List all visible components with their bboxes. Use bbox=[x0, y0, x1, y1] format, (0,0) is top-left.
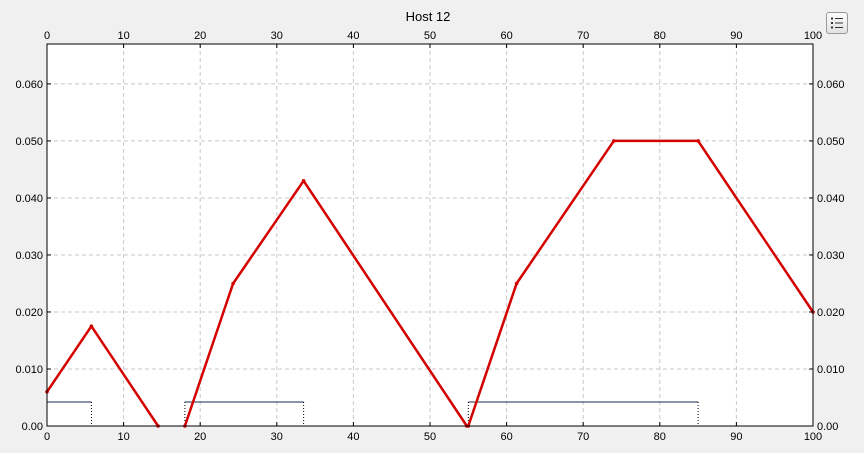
y-tick-label-left: 0.060 bbox=[15, 79, 43, 91]
x-tick-label-top: 10 bbox=[117, 30, 129, 42]
x-tick-label-top: 30 bbox=[271, 30, 283, 42]
x-tick-label-bottom: 40 bbox=[347, 431, 359, 443]
y-tick-label-left: 0.030 bbox=[15, 250, 43, 262]
x-tick-label-top: 80 bbox=[654, 30, 666, 42]
legend-toggle-button[interactable] bbox=[826, 12, 848, 34]
data-series bbox=[45, 139, 815, 428]
x-tick-label-bottom: 70 bbox=[577, 431, 589, 443]
y-tick-label-left: 0.040 bbox=[15, 193, 43, 205]
x-tick-label-bottom: 0 bbox=[44, 431, 50, 443]
x-tick-label-bottom: 30 bbox=[271, 431, 283, 443]
chart-title: Host 12 bbox=[406, 9, 451, 24]
x-tick-label-bottom: 80 bbox=[654, 431, 666, 443]
y-tick-label-left: 0.00 bbox=[22, 421, 43, 433]
data-point bbox=[612, 139, 616, 143]
grid-lines bbox=[47, 44, 813, 426]
x-tick-label-top: 50 bbox=[424, 30, 436, 42]
x-tick-label-bottom: 90 bbox=[730, 431, 742, 443]
x-tick-label-top: 0 bbox=[44, 30, 50, 42]
y-tick-label-right: 0.030 bbox=[817, 250, 845, 262]
x-tick-label-bottom: 10 bbox=[117, 431, 129, 443]
legend-list-icon bbox=[831, 17, 843, 29]
x-tick-label-top: 90 bbox=[730, 30, 742, 42]
y-tick-label-left: 0.020 bbox=[15, 307, 43, 319]
y-tick-label-right: 0.050 bbox=[817, 136, 845, 148]
x-tick-label-top: 20 bbox=[194, 30, 206, 42]
data-point bbox=[696, 139, 700, 143]
y-tick-label-right: 0.060 bbox=[817, 79, 845, 91]
y-tick-label-right: 0.010 bbox=[817, 364, 845, 376]
x-tick-label-bottom: 100 bbox=[804, 431, 822, 443]
y-tick-label-right: 0.00 bbox=[817, 421, 838, 433]
y-tick-label-right: 0.040 bbox=[817, 193, 845, 205]
y-tick-label-left: 0.010 bbox=[15, 364, 43, 376]
x-tick-label-top: 100 bbox=[804, 30, 822, 42]
x-tick-label-top: 40 bbox=[347, 30, 359, 42]
axis-ticks: 0 0 10 10 20 20 30 30 40 40 50 50 60 60 70 70 80 80 90 90 10… bbox=[15, 30, 844, 443]
x-tick-label-bottom: 60 bbox=[500, 431, 512, 443]
series-line bbox=[183, 179, 468, 427]
data-point bbox=[301, 179, 306, 183]
x-tick-label-bottom: 50 bbox=[424, 431, 436, 443]
y-tick-label-left: 0.050 bbox=[15, 136, 43, 148]
y-tick-label-right: 0.020 bbox=[817, 307, 845, 319]
x-tick-label-bottom: 20 bbox=[194, 431, 206, 443]
data-point bbox=[231, 281, 235, 286]
data-point bbox=[514, 281, 519, 286]
data-point bbox=[89, 324, 94, 329]
x-tick-label-top: 70 bbox=[577, 30, 589, 42]
x-tick-label-top: 60 bbox=[500, 30, 512, 42]
